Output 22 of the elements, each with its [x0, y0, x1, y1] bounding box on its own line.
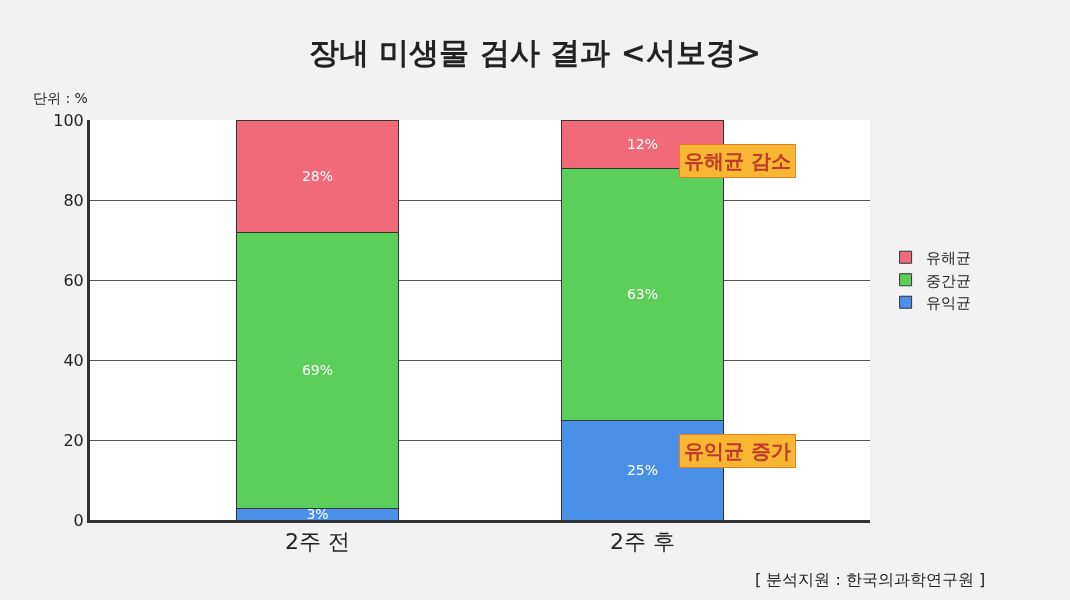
annotation: 유해균 감소 — [684, 149, 791, 173]
data-label: 25% — [626, 462, 659, 478]
y-tick-label: 0 — [73, 510, 84, 530]
annotation: 유익균 증가 — [684, 439, 791, 463]
data-label: 3% — [306, 506, 329, 522]
x-tick-label: 2주 후 — [610, 529, 675, 555]
data-label: 63% — [626, 286, 659, 302]
y-tick-label: 40 — [63, 350, 84, 370]
legend-label: 유해균 — [925, 249, 971, 268]
y-tick-label: 20 — [63, 430, 84, 450]
chart-title: 장내 미생물 검사 결과 <서보경> — [308, 35, 762, 70]
text: [ 분석지원 : 한국의과학연구원 ] — [755, 570, 986, 589]
data-label: 28% — [301, 168, 334, 184]
y-axis-title: 단위 : % — [33, 90, 88, 106]
y-tick-label: 100 — [53, 110, 84, 130]
data-label: 12% — [626, 136, 659, 152]
legend-label: 유익균 — [925, 294, 971, 313]
legend-label: 중간균 — [925, 271, 971, 290]
x-tick-label: 2주 전 — [285, 529, 350, 555]
y-tick-label: 80 — [63, 190, 84, 210]
data-label: 69% — [301, 362, 334, 378]
y-tick-label: 60 — [63, 270, 84, 290]
